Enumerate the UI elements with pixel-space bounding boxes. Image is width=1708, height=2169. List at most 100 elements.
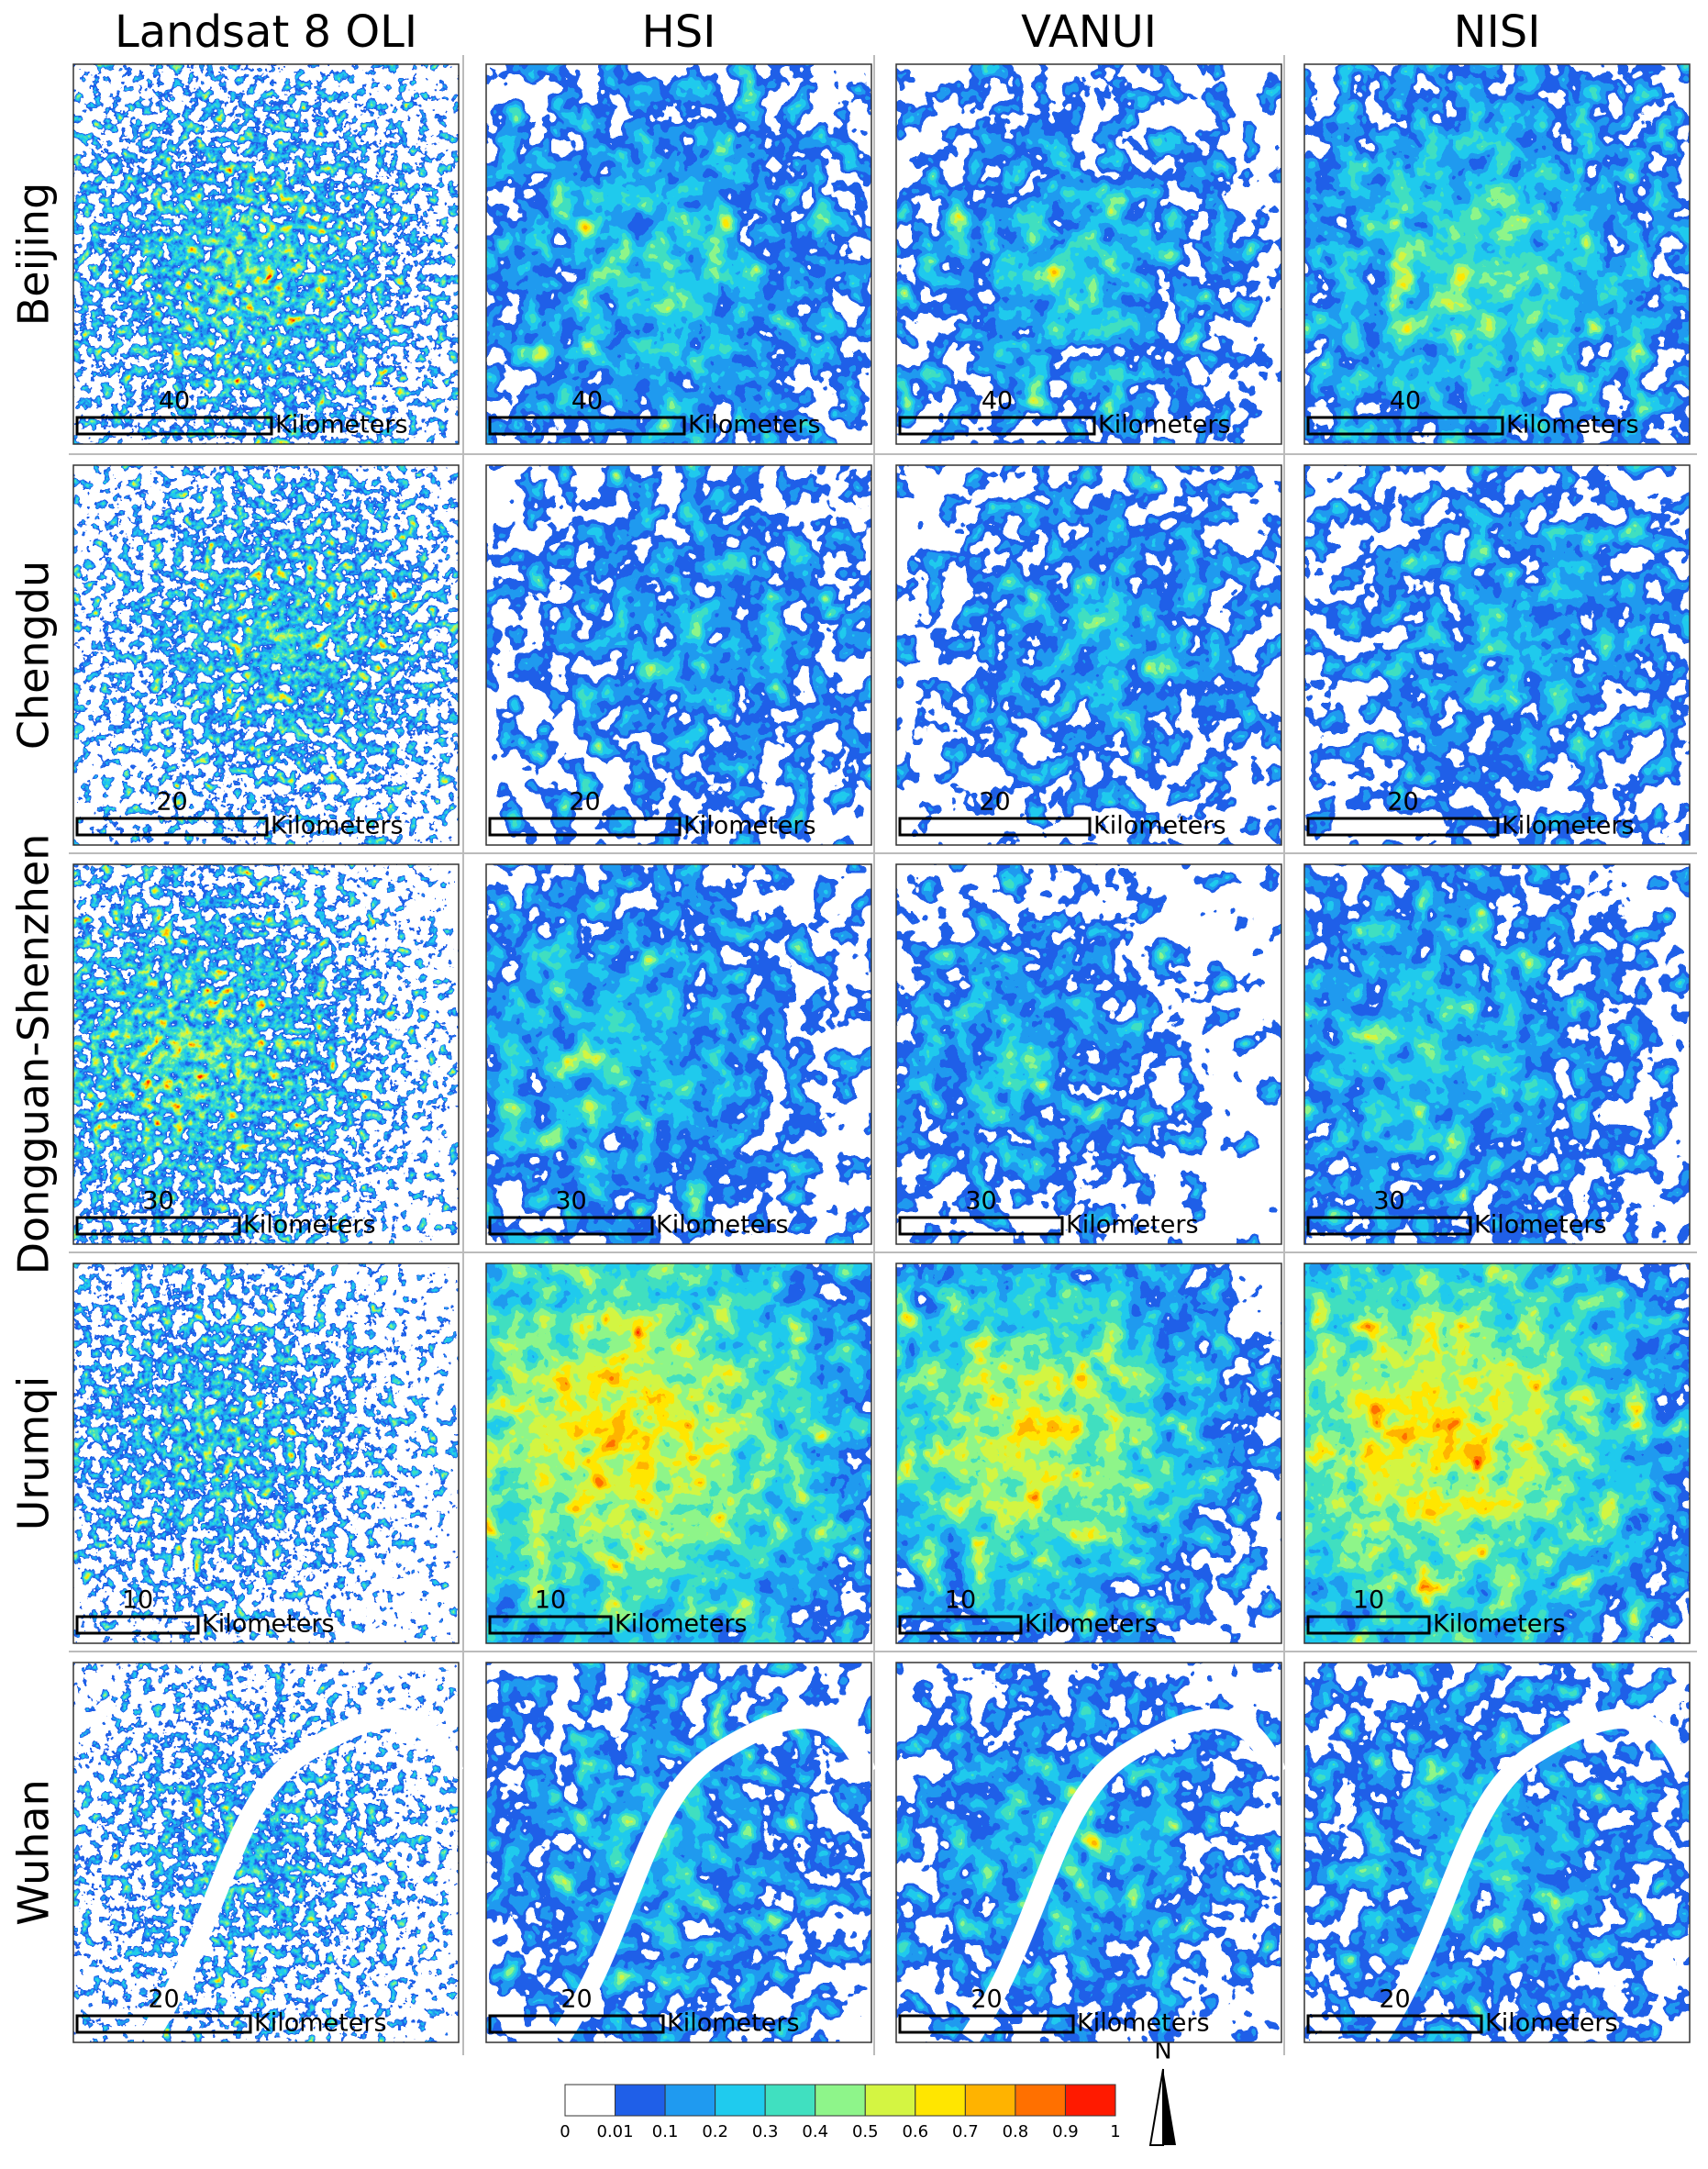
scale-value: 10 bbox=[1353, 1586, 1384, 1615]
map-raster bbox=[73, 1263, 459, 1643]
map-raster bbox=[73, 64, 459, 444]
scale-value: 20 bbox=[1387, 788, 1418, 817]
panel-frame bbox=[72, 1262, 460, 1644]
panel-frame bbox=[895, 863, 1282, 1245]
legend-swatch bbox=[1015, 2084, 1066, 2117]
scale-bar bbox=[1306, 416, 1504, 436]
column-header: Landsat 8 OLI bbox=[115, 6, 417, 58]
map-panel: 20 Kilometers bbox=[1303, 464, 1691, 846]
panel-frame bbox=[895, 63, 1282, 445]
scale-unit: Kilometers bbox=[1098, 411, 1231, 439]
legend-swatch bbox=[864, 2084, 916, 2117]
scale-bar bbox=[898, 2014, 1075, 2034]
scale-value: 10 bbox=[122, 1586, 153, 1615]
scale-unit: Kilometers bbox=[683, 812, 816, 840]
map-panel: 20 Kilometers bbox=[485, 1662, 877, 2045]
map-panel: 30 Kilometers bbox=[485, 863, 872, 1245]
map-raster bbox=[73, 465, 459, 845]
column-header: VANUI bbox=[1021, 6, 1157, 58]
scale-bar bbox=[1306, 817, 1500, 837]
scale-value: 20 bbox=[156, 788, 187, 817]
panel-frame bbox=[895, 1262, 1282, 1644]
map-raster bbox=[486, 1263, 871, 1643]
scale-unit: Kilometers bbox=[202, 1610, 335, 1639]
scale-value: 40 bbox=[982, 387, 1013, 416]
scale-bar bbox=[488, 1615, 613, 1635]
map-raster bbox=[896, 864, 1281, 1244]
map-panel: 40 Kilometers bbox=[1303, 63, 1691, 445]
map-raster bbox=[1304, 864, 1690, 1244]
scale-value: 20 bbox=[970, 1985, 1002, 2014]
scale-unit: Kilometers bbox=[615, 1610, 748, 1639]
scale-value: 30 bbox=[965, 1187, 996, 1216]
map-raster bbox=[486, 64, 871, 444]
row-label: Dongguan-Shenzhen bbox=[9, 834, 59, 1275]
map-panel: 10 Kilometers bbox=[895, 1262, 1282, 1644]
panel-frame bbox=[1303, 63, 1691, 445]
scale-value: 20 bbox=[1379, 1985, 1410, 2014]
river bbox=[138, 1708, 464, 2045]
panel-frame bbox=[1303, 1662, 1691, 2043]
column-header: HSI bbox=[642, 6, 716, 58]
scale-bar bbox=[75, 1216, 241, 1236]
legend-swatch bbox=[964, 2084, 1016, 2117]
scale-unit: Kilometers bbox=[1066, 1211, 1199, 1240]
scale-bar bbox=[488, 817, 682, 837]
scale-bar bbox=[75, 2014, 252, 2034]
scale-bar bbox=[488, 1216, 654, 1236]
map-raster bbox=[486, 465, 871, 845]
map-panel: 30 Kilometers bbox=[72, 863, 460, 1245]
panel-frame bbox=[72, 464, 460, 846]
scale-bar bbox=[488, 2014, 665, 2034]
legend-swatch bbox=[715, 2084, 766, 2117]
map-panel: 20 Kilometers bbox=[72, 464, 460, 846]
panel-frame bbox=[72, 1662, 460, 2043]
map-panel: 30 Kilometers bbox=[895, 863, 1282, 1245]
map-panel: 20 Kilometers bbox=[895, 1662, 1287, 2045]
map-raster bbox=[1304, 1263, 1690, 1643]
panel-frame bbox=[485, 1662, 872, 2043]
legend-swatch bbox=[815, 2084, 866, 2117]
scale-bar bbox=[1306, 1615, 1431, 1635]
map-panel: 30 Kilometers bbox=[1303, 863, 1691, 1245]
scale-unit: Kilometers bbox=[667, 2009, 800, 2038]
row-label: Urumqi bbox=[9, 1376, 59, 1531]
legend-label: 0.5 bbox=[852, 2122, 879, 2141]
scale-bar bbox=[75, 817, 269, 837]
scale-value: 30 bbox=[1373, 1187, 1404, 1216]
map-raster bbox=[73, 864, 459, 1244]
legend-swatch bbox=[915, 2084, 966, 2117]
panel-frame bbox=[1303, 464, 1691, 846]
legend-label: 0.7 bbox=[952, 2122, 979, 2141]
legend-label: 0.4 bbox=[802, 2122, 828, 2141]
scale-unit: Kilometers bbox=[1485, 2009, 1618, 2038]
scale-unit: Kilometers bbox=[271, 812, 404, 840]
river bbox=[960, 1708, 1287, 2045]
scale-bar bbox=[898, 817, 1092, 837]
row-label: Beijing bbox=[9, 183, 59, 327]
north-label: N bbox=[1154, 2038, 1171, 2065]
map-raster bbox=[896, 465, 1281, 845]
panel-frame bbox=[72, 863, 460, 1245]
legend-label: 1 bbox=[1110, 2122, 1120, 2141]
legend-swatch bbox=[564, 2084, 616, 2117]
scale-unit: Kilometers bbox=[1025, 1610, 1158, 1639]
scale-unit: Kilometers bbox=[243, 1211, 376, 1240]
map-raster bbox=[896, 1263, 1281, 1643]
panel-frame bbox=[1303, 1262, 1691, 1644]
panel-frame bbox=[485, 63, 872, 445]
legend-swatch bbox=[664, 2084, 716, 2117]
legend-label: 0.6 bbox=[902, 2122, 928, 2141]
scale-unit: Kilometers bbox=[1502, 812, 1635, 840]
scale-unit: Kilometers bbox=[688, 411, 821, 439]
legend-swatch bbox=[1064, 2084, 1116, 2117]
legend-label: 0.9 bbox=[1052, 2122, 1079, 2141]
scale-value: 40 bbox=[159, 387, 190, 416]
map-raster bbox=[486, 864, 871, 1244]
map-panel: 40 Kilometers bbox=[895, 63, 1282, 445]
scale-bar bbox=[898, 1216, 1064, 1236]
scale-value: 20 bbox=[979, 788, 1010, 817]
legend-label: 0.01 bbox=[597, 2122, 634, 2141]
scale-bar bbox=[898, 1615, 1023, 1635]
